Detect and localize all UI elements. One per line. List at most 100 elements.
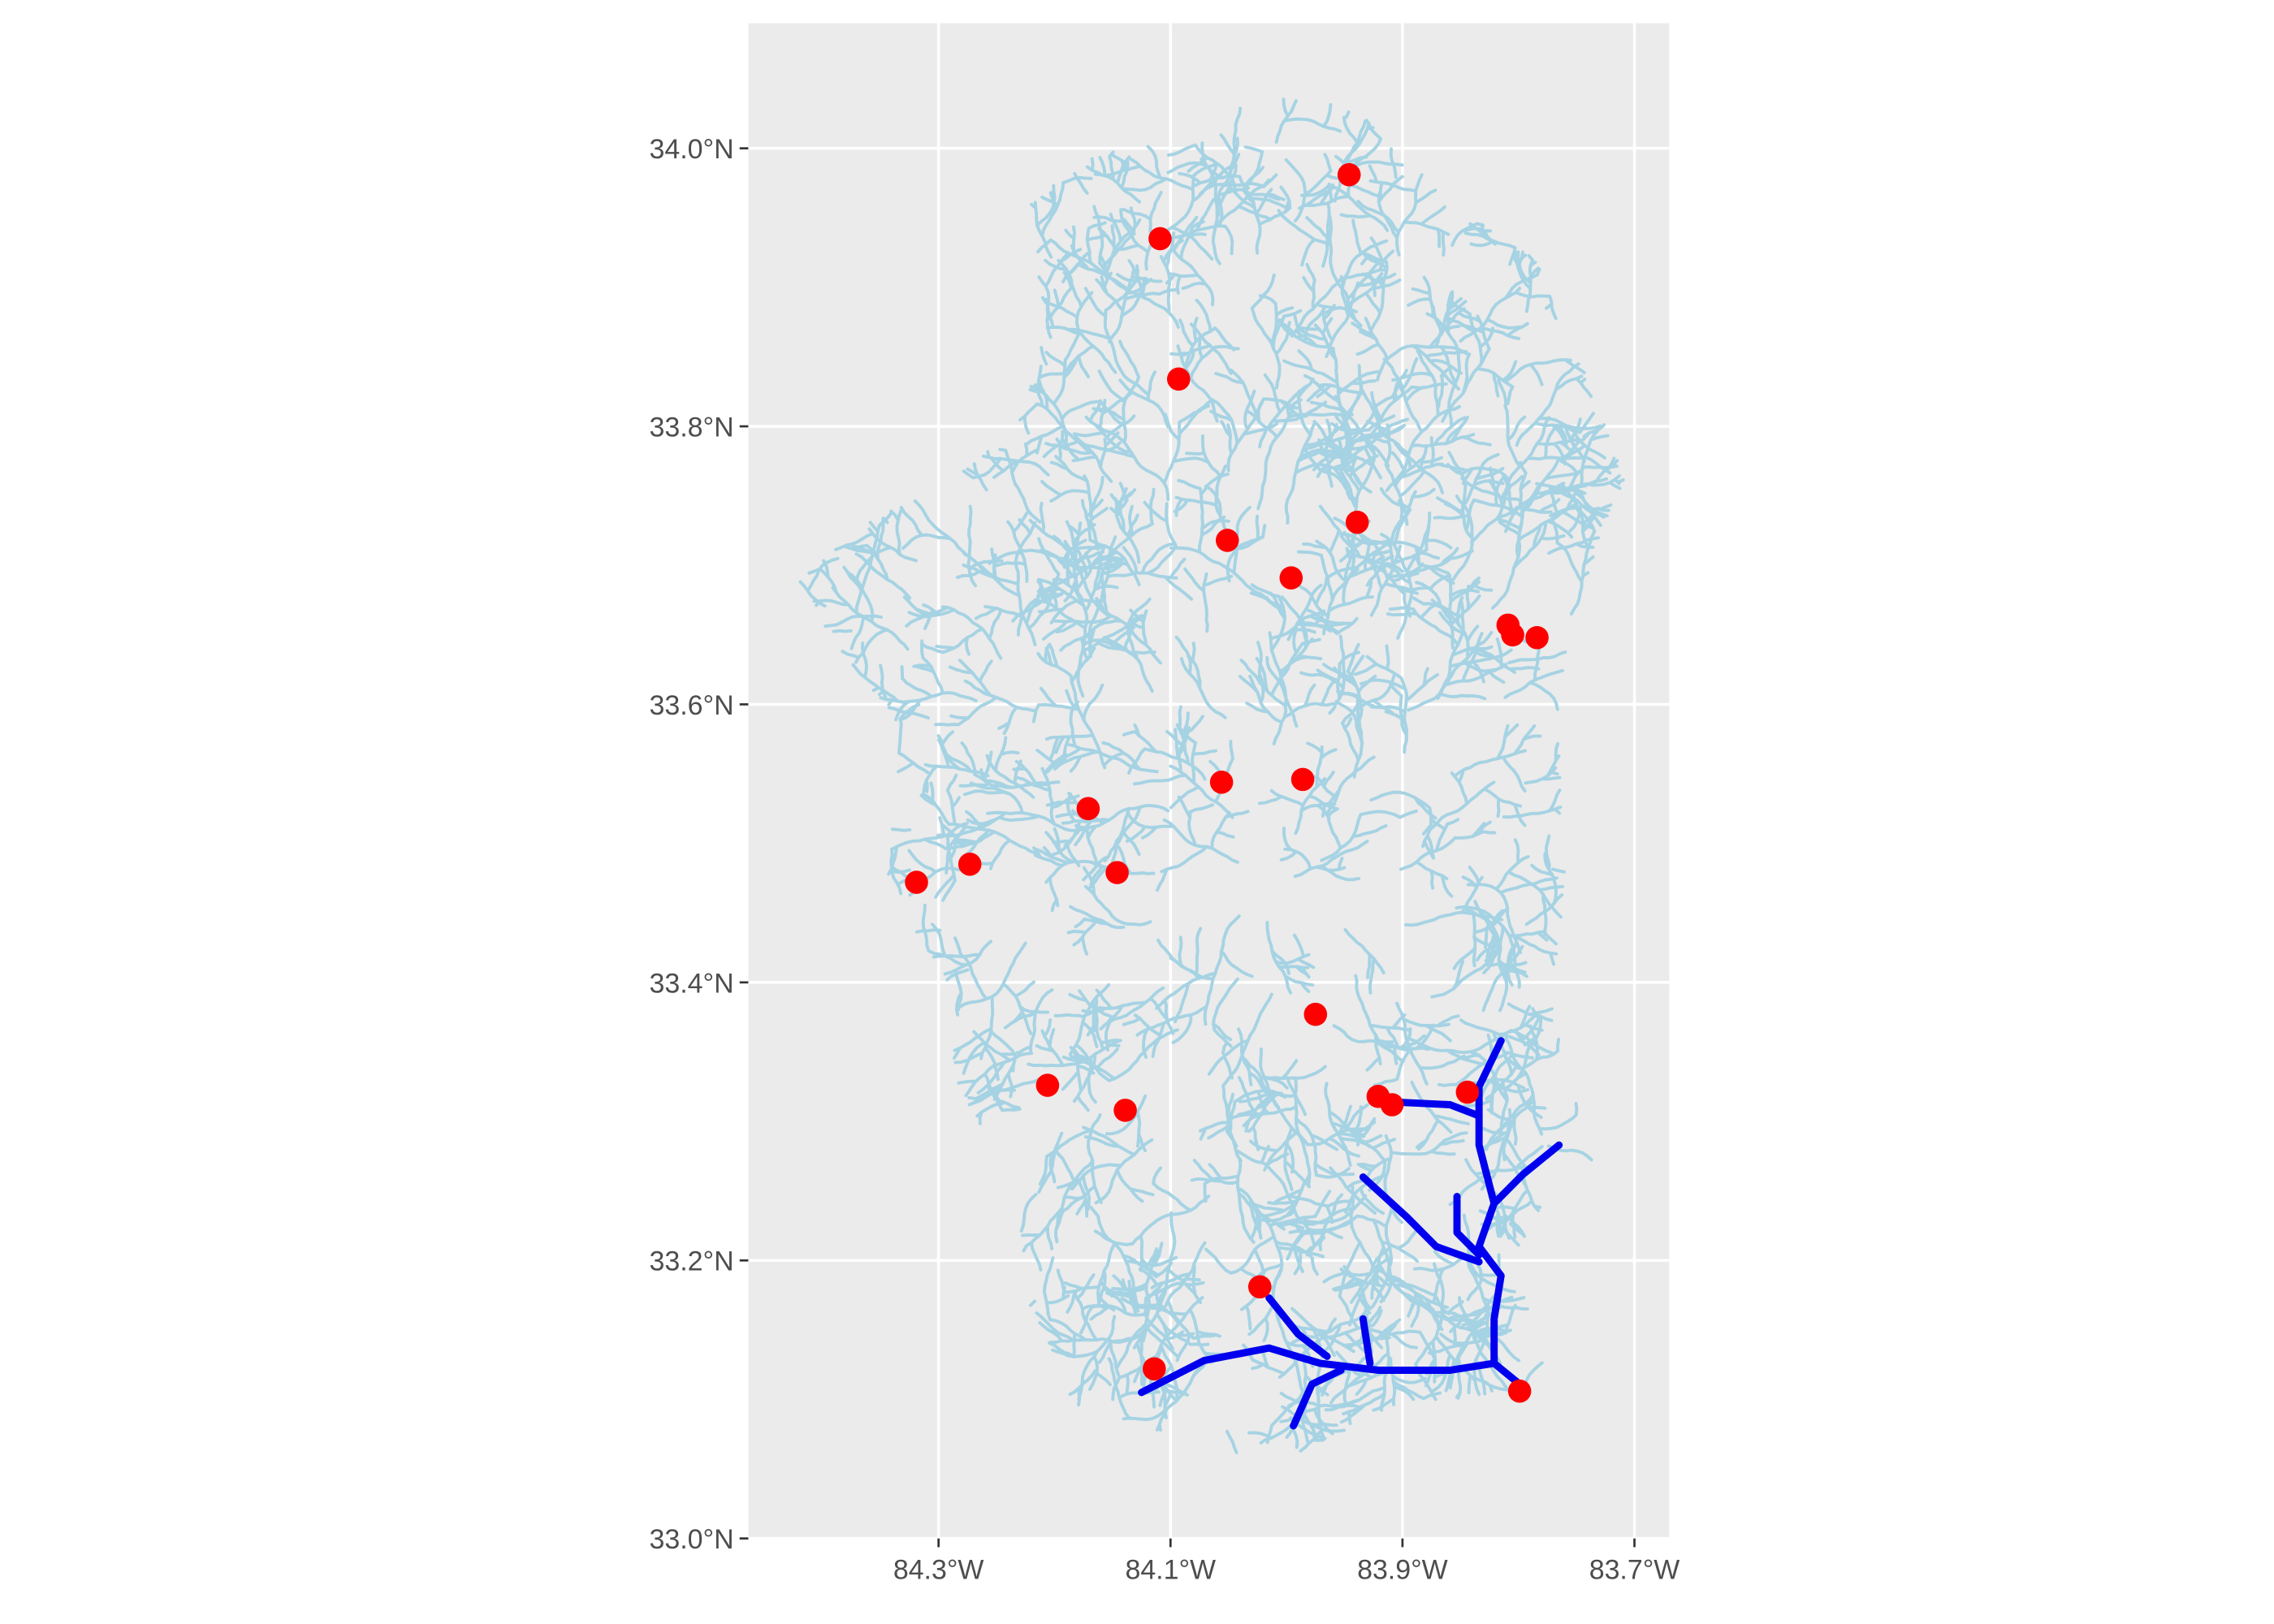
stream	[1165, 215, 1215, 307]
flowline	[1475, 1037, 1505, 1367]
point	[1035, 1073, 1060, 1097]
stream	[1507, 870, 1564, 936]
stream	[1503, 630, 1564, 711]
stream	[1551, 867, 1567, 874]
stream	[1019, 1193, 1038, 1233]
stream	[897, 702, 930, 775]
stream	[975, 1101, 1005, 1125]
stream	[807, 559, 910, 664]
stream	[1502, 788, 1563, 819]
stream-network	[798, 97, 1625, 1454]
stream	[1365, 419, 1443, 526]
points	[905, 162, 1549, 1403]
stream	[1093, 1166, 1211, 1279]
point	[1247, 1275, 1272, 1299]
stream	[1544, 303, 1553, 310]
stream	[1072, 339, 1210, 502]
point	[1303, 1002, 1328, 1026]
stream	[1455, 1356, 1463, 1400]
point	[905, 870, 928, 894]
stream	[1105, 1094, 1148, 1152]
stream	[1386, 598, 1513, 700]
x-tick-label: 83.9°W	[1357, 1555, 1448, 1586]
stream	[934, 659, 1035, 735]
stream	[1040, 346, 1048, 366]
x-tick-label: 84.1°W	[1125, 1555, 1216, 1586]
stream	[1430, 900, 1528, 999]
stream	[1178, 145, 1292, 255]
flowline	[1359, 1315, 1374, 1367]
panel-background	[748, 23, 1670, 1539]
flowline	[1290, 1367, 1345, 1430]
point	[1507, 1379, 1532, 1403]
stream	[1403, 866, 1504, 970]
stream	[1313, 1409, 1334, 1436]
stream	[1239, 583, 1346, 746]
stream	[1437, 404, 1612, 498]
stream	[1028, 1299, 1037, 1307]
point	[1337, 162, 1361, 187]
flowlines	[1138, 1037, 1563, 1430]
point	[1113, 1099, 1137, 1122]
stream	[1226, 514, 1267, 583]
point	[1290, 767, 1315, 792]
stream	[1037, 248, 1083, 339]
y-tick-label: 33.6°N	[650, 690, 734, 721]
stream	[1102, 614, 1154, 693]
stream	[887, 706, 931, 720]
stream	[1460, 444, 1595, 610]
stream	[945, 968, 970, 982]
stream	[1011, 520, 1156, 698]
stream	[832, 628, 853, 633]
stream	[1040, 430, 1105, 551]
point	[1279, 566, 1303, 590]
stream	[1322, 642, 1396, 779]
stream	[967, 1077, 1041, 1107]
y-tick-label: 33.0°N	[650, 1524, 734, 1555]
x-tick-label: 84.3°W	[893, 1555, 984, 1586]
stream	[1021, 1159, 1100, 1272]
stream	[1212, 977, 1239, 1055]
flowline	[1138, 1344, 1524, 1397]
stream	[1098, 155, 1107, 176]
stream	[1066, 905, 1126, 956]
point	[1380, 1093, 1404, 1116]
stream	[1410, 1080, 1470, 1151]
stream	[1325, 1131, 1468, 1277]
point	[1148, 227, 1172, 251]
stream	[1394, 442, 1445, 495]
stream	[1036, 221, 1109, 280]
stream	[1616, 478, 1625, 484]
stream	[851, 639, 978, 722]
stream	[1470, 485, 1561, 544]
flowline	[1453, 1193, 1483, 1259]
stream	[998, 442, 1042, 524]
stream	[1369, 790, 1437, 860]
stream	[1320, 807, 1418, 862]
stream	[1250, 273, 1303, 390]
stream	[899, 499, 969, 557]
stream	[1524, 741, 1562, 785]
stream	[1053, 983, 1120, 1091]
stream	[1027, 1018, 1122, 1112]
y-tick-label: 34.0°N	[650, 134, 734, 165]
stream	[1225, 1429, 1239, 1454]
stream	[1372, 1357, 1442, 1412]
stream	[1204, 1190, 1332, 1331]
stream	[1048, 1315, 1122, 1402]
point	[1209, 771, 1234, 794]
point	[1501, 623, 1524, 647]
stream	[1031, 642, 1107, 770]
point	[958, 853, 982, 876]
y-tick-label: 33.2°N	[650, 1246, 734, 1277]
axes: 84.3°W 84.1°W 83.9°W 83.7°W 33.0°N 33.2°N 33.4…	[650, 134, 1680, 1585]
stream	[1508, 1222, 1526, 1237]
stream	[1061, 205, 1184, 329]
stream	[952, 1027, 992, 1060]
stream	[1061, 1013, 1179, 1082]
stream	[1265, 921, 1316, 995]
stream	[985, 736, 1035, 799]
stream	[1360, 251, 1389, 330]
stream	[1068, 264, 1149, 395]
